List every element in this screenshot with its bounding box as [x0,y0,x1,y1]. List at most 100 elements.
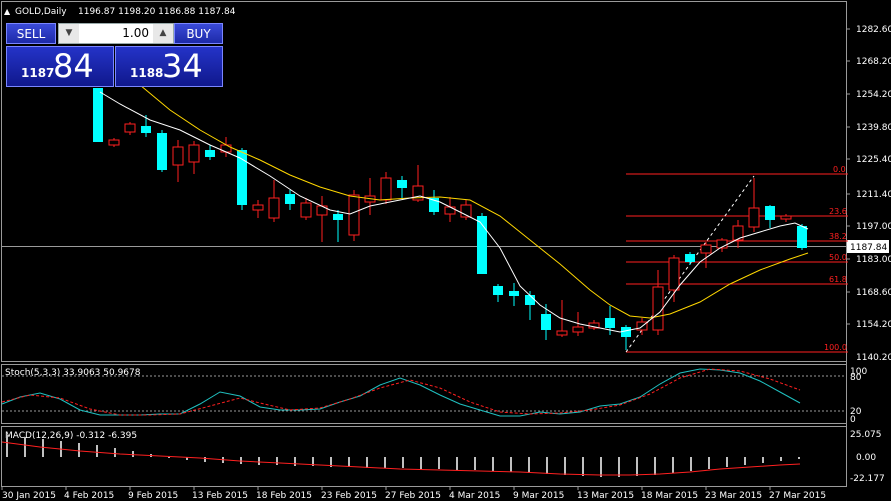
macd-histogram-bar [24,437,26,457]
macd-histogram-bar [384,457,386,468]
ma-fast-line [99,91,809,333]
bid-price-small: 1187 [21,66,55,80]
ask-price-small: 1188 [130,66,164,80]
date-tick: 4 Mar 2015 [449,491,500,501]
candle-body-bearish [172,146,184,166]
macd-histogram-bar [330,457,332,467]
macd-histogram-bar [456,457,458,470]
macd-axis-label: 0.00 [856,453,876,463]
fib-level-label: 100.0 [824,343,847,352]
price-tick: 1183.00 [856,255,891,265]
price-tick: 1225.40 [856,155,891,165]
macd-signal-line [1,441,801,476]
chevron-down-icon[interactable]: ▼ [59,24,79,43]
macd-histogram-bar [690,457,692,471]
candle-body-bullish [685,254,695,262]
candle-body-bearish [748,207,760,228]
candle-body-bullish [205,150,215,157]
candle-body-bullish [509,291,519,296]
macd-histogram-bar [132,451,134,457]
macd-histogram-bar [438,457,440,469]
candle-body-bearish [652,286,664,331]
candle-body-bearish [700,244,712,254]
macd-histogram-bar [780,457,782,461]
macd-histogram-bar [726,457,728,467]
ask-price-big: 34 [162,47,203,85]
macd-histogram-bar [366,457,368,468]
macd-histogram-bar [186,457,188,460]
macd-histogram [6,435,800,477]
date-tick: 27 Feb 2015 [385,491,441,501]
candle-body-bullish [397,180,407,188]
ask-price-button[interactable]: 1188 34 [115,46,223,87]
macd-histogram-bar [492,457,494,471]
price-tick: 1254.20 [856,90,891,100]
macd-histogram-bar [654,457,656,475]
price-tick: 1211.40 [856,190,891,200]
macd-histogram-bar [294,457,296,466]
fib-level-label: 38.2 [829,232,847,241]
current-price-tag [847,240,889,253]
date-tick: 13 Mar 2015 [577,491,634,501]
macd-histogram-bar [798,457,800,459]
price-tick: 1168.60 [856,288,891,298]
macd-histogram-bar [510,457,512,472]
chevron-up-icon[interactable]: ▲ [153,24,173,43]
macd-histogram-bar [564,457,566,475]
macd-histogram-bar [348,457,350,467]
stoch-axis-label: 0 [850,415,856,425]
date-axis: 30 Jan 2015 4 Feb 2015 9 Feb 2015 13 Feb… [2,491,826,501]
buy-button[interactable]: BUY [174,23,223,44]
fib-level-label: 61.8 [829,275,847,284]
bid-price-big: 84 [53,47,94,85]
price-tick: 1268.20 [856,57,891,67]
stoch-main-line [1,368,801,417]
price-tick: 1282.60 [856,25,891,35]
candle-body-bullish [157,133,167,170]
stoch-axis-label: 100 [850,367,867,377]
fib-level-label: 50.0 [829,253,847,262]
lot-size-field[interactable]: ▼ 1.00 ▲ [58,23,174,44]
sell-button[interactable]: SELL [6,23,56,44]
macd-histogram-bar [204,457,206,462]
macd-histogram-bar [6,435,8,457]
date-tick: 4 Feb 2015 [64,491,114,501]
fib-level-label: 0.0 [833,165,846,174]
macd-histogram-bar [546,457,548,474]
macd-histogram-bar [474,457,476,470]
symbol-label: GOLD,Daily [15,7,67,17]
candle-body-bearish [268,197,280,219]
macd-histogram-bar [420,457,422,469]
current-price-label: 1187.84 [850,243,887,253]
candle-body-bullish [605,318,615,328]
candle-body-bullish [541,314,551,330]
candle-body-bullish [493,286,503,295]
candle-body-bearish [668,257,680,291]
date-tick: 13 Feb 2015 [192,491,248,501]
candle-body-bullish [429,198,439,212]
candle-body-bearish [108,139,120,146]
macd-histogram-bar [600,457,602,477]
candle-body-bullish [765,206,775,220]
candle-body-bearish [348,194,360,236]
macd-histogram-bar [402,457,404,468]
macd-histogram-bar [258,457,260,465]
candle-body-bearish [380,177,392,201]
candle-body-bearish [572,326,584,333]
price-tick: 1140.20 [856,353,891,363]
candle-body-bullish [237,150,247,205]
lot-size-value[interactable]: 1.00 [122,26,149,40]
candle-body-bullish [797,226,807,248]
bid-price-button[interactable]: 1187 84 [6,46,114,87]
candle-body-bearish [780,215,792,220]
candle-body-bullish [621,327,631,337]
candlesticks [93,88,807,350]
macd-histogram-bar [528,457,530,473]
stoch-label: Stoch(5,3,3) 33.9063 50.9678 [5,368,141,378]
macd-histogram-bar [582,457,584,476]
macd-histogram-bar [762,457,764,463]
price-tick: 1239.80 [856,123,891,133]
macd-label: MACD(12,26,9) -0.312 -6.395 [5,431,137,441]
candle-body-bullish [477,216,487,274]
